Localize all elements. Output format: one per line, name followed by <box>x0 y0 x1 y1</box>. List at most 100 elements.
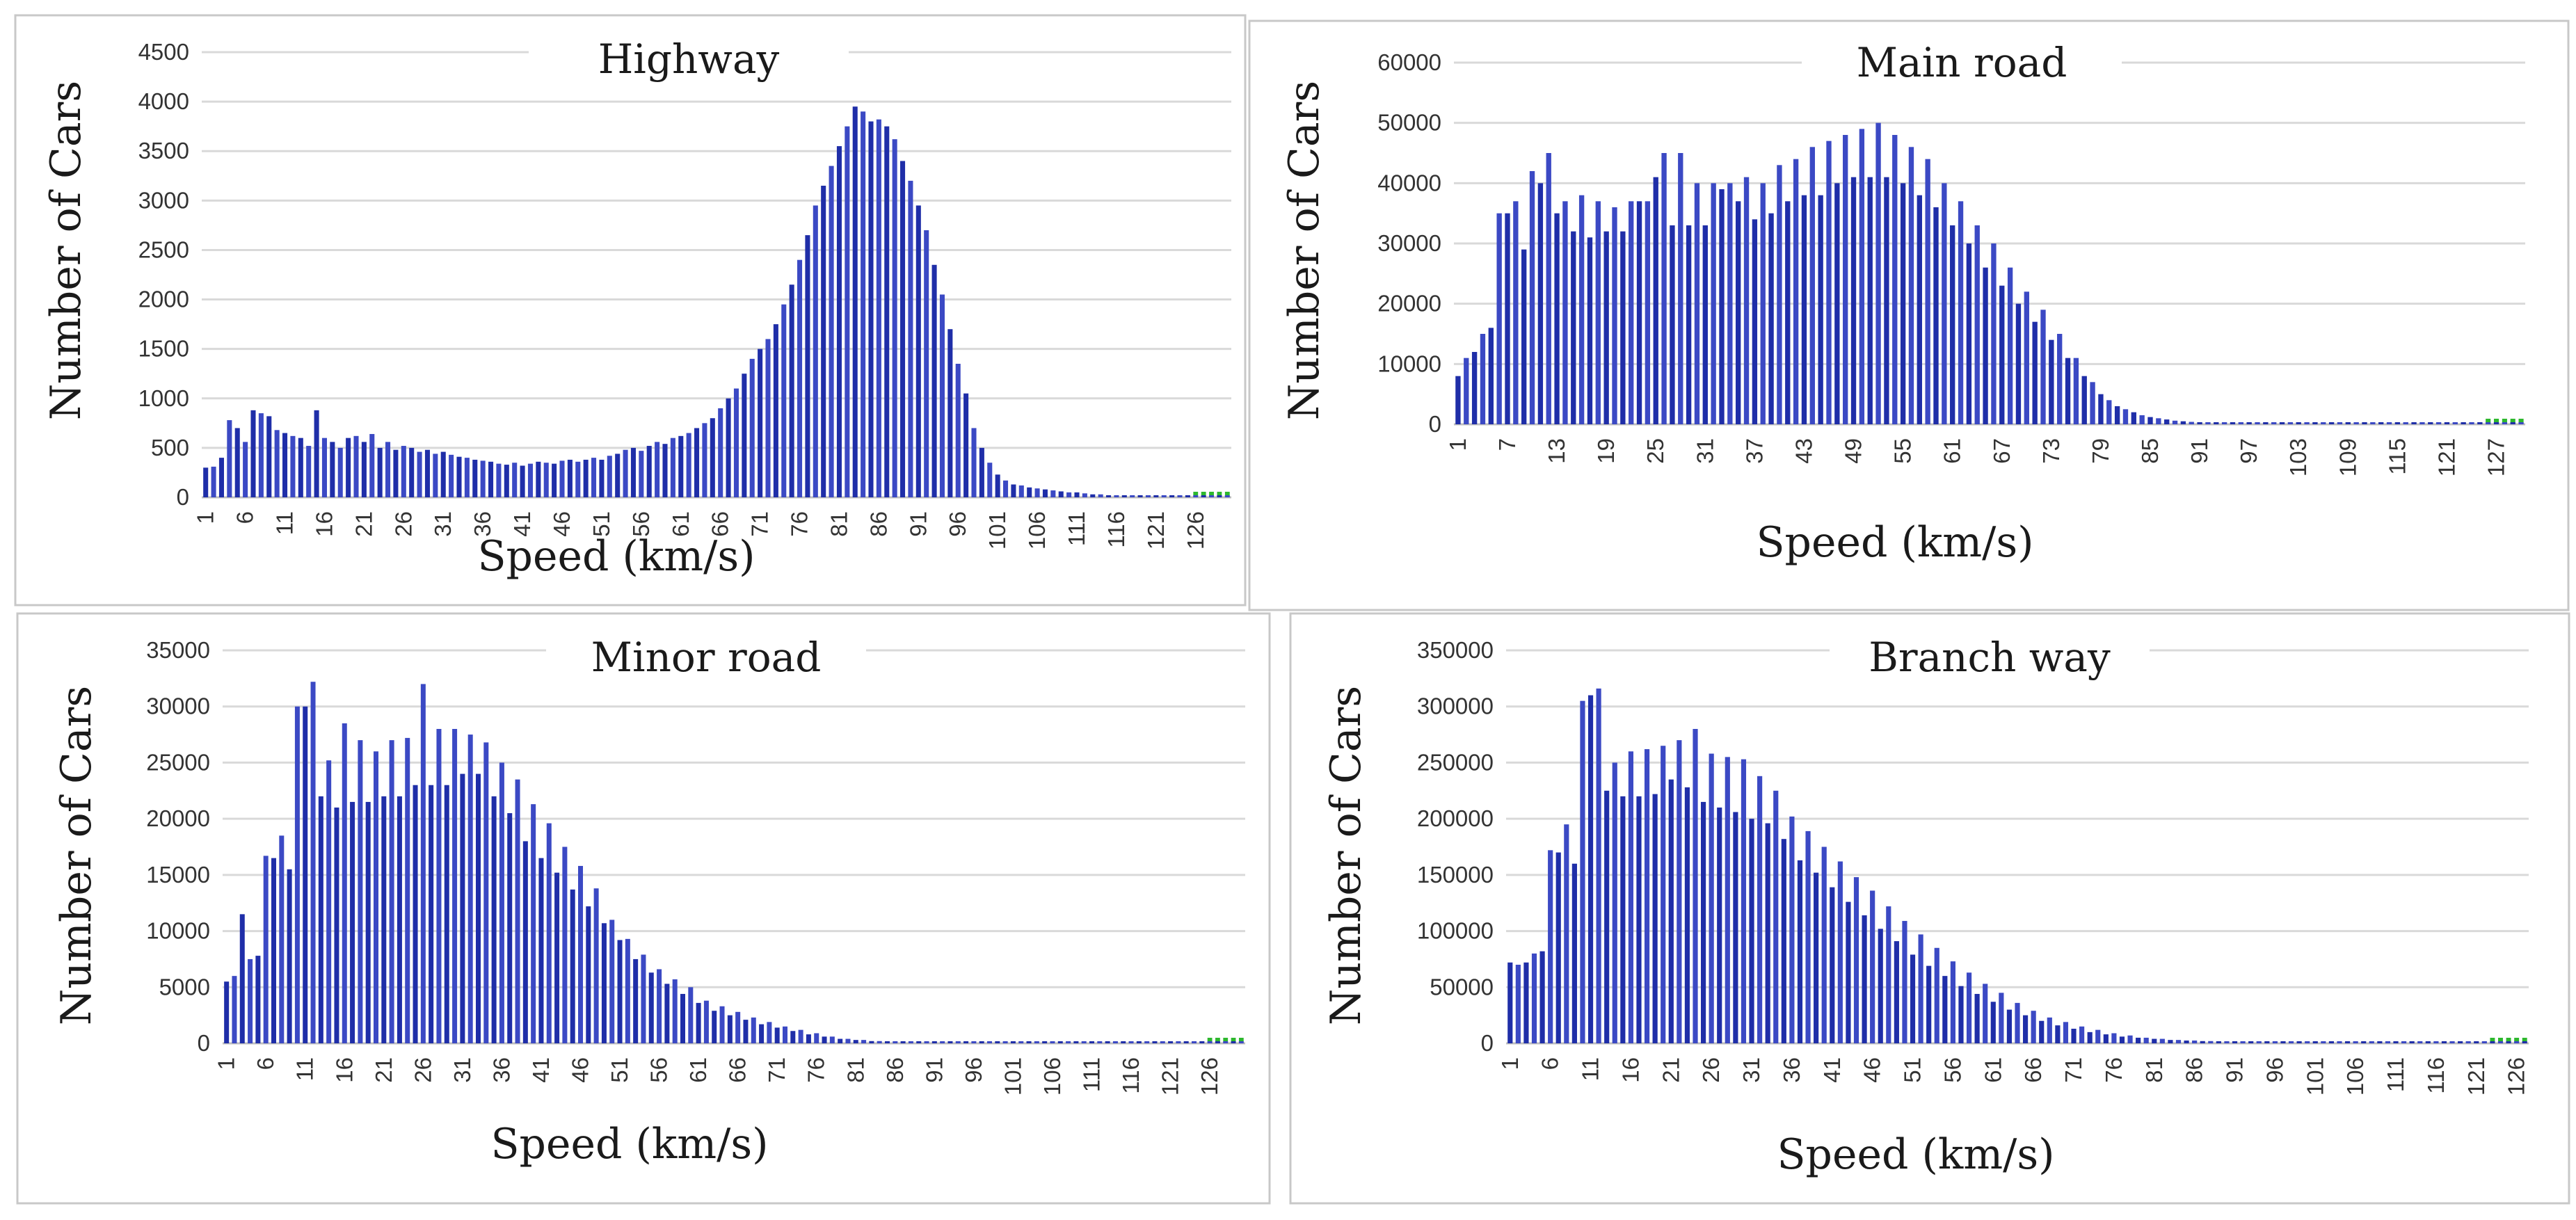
x-tick-label: 41 <box>1819 1057 1845 1083</box>
bar <box>742 374 747 497</box>
bar <box>884 126 890 497</box>
bar <box>2224 1041 2230 1043</box>
y-tick-label: 30000 <box>1377 230 1441 256</box>
x-tick-label: 6 <box>253 1057 278 1070</box>
bar <box>995 1041 1000 1043</box>
bar <box>1870 890 1875 1043</box>
bar <box>1966 972 1972 1043</box>
bar <box>397 796 402 1043</box>
bar <box>377 447 383 497</box>
bar <box>2255 422 2260 424</box>
bar <box>1505 213 1510 424</box>
bar <box>586 906 591 1043</box>
x-tick-label: 41 <box>528 1057 554 1083</box>
title-backing <box>529 38 849 86</box>
bar <box>908 1041 913 1043</box>
y-axis-title: Number of Cars <box>42 81 90 420</box>
bar <box>480 460 486 497</box>
bar <box>2469 422 2474 424</box>
bar <box>2087 1032 2093 1043</box>
bar <box>303 706 308 1043</box>
bar <box>1950 225 1955 424</box>
bar <box>1711 183 1716 424</box>
panel-frame <box>16 612 1271 1205</box>
x-tick-label: 116 <box>2423 1057 2449 1094</box>
bar <box>2502 422 2508 424</box>
bar <box>436 729 442 1043</box>
bar <box>727 1015 733 1043</box>
y-tick-label: 3000 <box>138 187 189 213</box>
bar <box>2205 422 2211 424</box>
bar <box>2256 1041 2262 1043</box>
bar <box>688 987 694 1043</box>
bar <box>702 423 707 497</box>
chart-panel-branch-way: 0 50000 100000 150000 200000 250000 300000 3500… <box>1289 612 2570 1205</box>
bar <box>876 119 881 497</box>
bar <box>845 1038 851 1043</box>
bar <box>2168 1040 2173 1043</box>
bar <box>868 121 874 498</box>
bar <box>2081 376 2087 424</box>
bar <box>318 796 323 1043</box>
bar <box>232 976 237 1043</box>
bar <box>2490 1041 2495 1043</box>
bar <box>1207 1041 1213 1043</box>
bar <box>931 264 937 497</box>
bar <box>836 146 842 497</box>
x-tick-label: 66 <box>725 1057 751 1083</box>
bar <box>900 161 906 497</box>
x-tick-label: 81 <box>2141 1057 2167 1083</box>
bar <box>2279 422 2285 424</box>
bar <box>2481 1041 2487 1043</box>
bar <box>512 463 518 497</box>
bar <box>2506 1041 2511 1043</box>
x-tick-label: 73 <box>2038 438 2064 464</box>
tail-marker <box>1223 1038 1229 1041</box>
bar <box>546 823 552 1043</box>
bar <box>2433 1041 2439 1043</box>
bar <box>1661 746 1666 1043</box>
bar <box>2022 1015 2029 1043</box>
x-tick-label: 51 <box>607 1057 632 1083</box>
x-tick-label: 16 <box>311 511 337 537</box>
bar <box>1018 485 1024 497</box>
bar <box>554 872 560 1043</box>
bar <box>1105 1041 1110 1043</box>
x-tick-label: 1 <box>193 511 218 524</box>
bar <box>1193 495 1199 497</box>
bar <box>2337 1041 2342 1043</box>
y-tick-label: 150000 <box>1417 862 1494 888</box>
x-tick-label: 86 <box>865 511 891 537</box>
bar <box>203 467 209 497</box>
bar <box>2263 422 2269 424</box>
bar <box>726 398 731 497</box>
bar <box>475 773 481 1043</box>
x-tick-label: 111 <box>2383 1057 2408 1092</box>
bar <box>1168 1041 1174 1043</box>
bar <box>306 446 312 497</box>
x-tick-label: 81 <box>842 1057 868 1083</box>
bar <box>531 804 536 1043</box>
bar <box>239 914 245 1043</box>
bar <box>2200 1041 2205 1043</box>
bar <box>1785 201 1791 424</box>
bar <box>361 442 367 497</box>
bar <box>2370 422 2376 424</box>
bar <box>2015 303 2022 424</box>
bar <box>321 438 327 497</box>
x-tick-label: 116 <box>1118 1057 1144 1094</box>
bar <box>2039 1020 2045 1043</box>
bar <box>861 111 866 498</box>
bar <box>562 846 568 1043</box>
bar <box>1773 790 1779 1043</box>
bar <box>1958 201 1964 424</box>
tail-marker <box>2502 419 2507 422</box>
x-tick-label: 71 <box>764 1057 790 1083</box>
bar <box>2419 422 2425 424</box>
bar <box>2007 267 2013 424</box>
bar <box>464 458 470 497</box>
bar <box>2518 422 2524 424</box>
panel-frame <box>1289 612 2570 1205</box>
bar <box>1983 984 1988 1043</box>
bar <box>373 751 379 1043</box>
